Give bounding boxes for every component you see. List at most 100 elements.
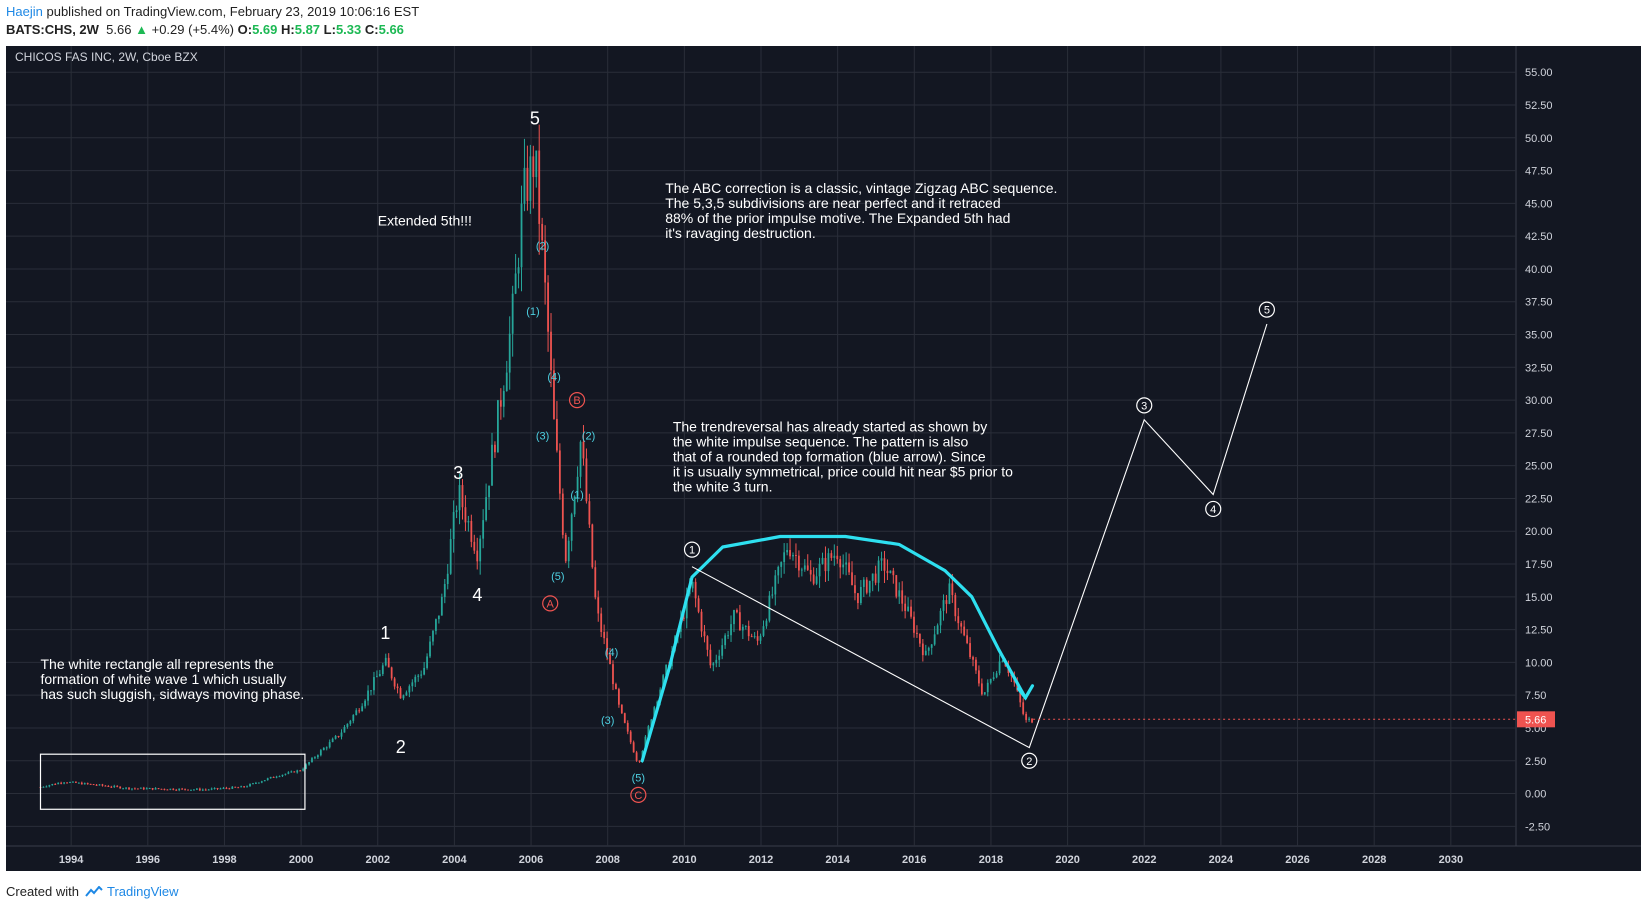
candle-body — [499, 400, 502, 407]
high-value: 5.87 — [294, 22, 321, 37]
y-tick-label: -2.50 — [1525, 821, 1550, 833]
candle-body — [1001, 660, 1004, 662]
candle-body — [134, 788, 136, 790]
candle-body — [815, 576, 818, 584]
candle-body — [139, 787, 142, 789]
candle-body — [774, 575, 777, 595]
x-tick-label: 2018 — [979, 854, 1003, 866]
candle-body — [337, 735, 340, 737]
candle-body — [526, 167, 529, 201]
candle-body — [479, 538, 482, 562]
created-with-label: Created with — [6, 884, 79, 899]
candle-body — [907, 606, 909, 611]
candle-body — [972, 657, 974, 660]
y-tick-label: 0.00 — [1525, 789, 1546, 801]
abc-correction-note-line: 88% of the prior impulse motive. The Exp… — [665, 210, 1010, 226]
candle-body — [452, 512, 455, 540]
candle-body — [207, 789, 210, 791]
candle-body — [107, 786, 110, 788]
candle-body — [535, 150, 538, 178]
candle-body — [346, 723, 349, 727]
candle-body — [334, 735, 337, 739]
candle-body — [623, 713, 626, 723]
subwave-5-mid: (5) — [551, 571, 564, 583]
close-label: C: — [364, 22, 379, 37]
candle-body — [343, 726, 346, 733]
candle-body — [871, 573, 874, 581]
candle-body — [299, 770, 302, 772]
candle-body — [865, 579, 868, 593]
low-label: L: — [323, 22, 336, 37]
candle-body — [316, 755, 319, 758]
candle-body — [901, 590, 904, 604]
candle-body — [266, 778, 269, 781]
candle-body — [464, 507, 467, 523]
chart-container[interactable]: 55.00 52.50 50.00 47.50 45.00 42.50 40.00 37.50… — [6, 46, 1641, 871]
candle-body — [520, 203, 523, 268]
candle-body — [145, 788, 148, 790]
candle-body — [184, 788, 186, 790]
candle-body — [198, 788, 201, 791]
candle-body — [685, 594, 688, 619]
candle-body — [998, 661, 1001, 674]
x-tick-label: 2012 — [749, 854, 773, 866]
candle-body — [252, 783, 254, 785]
candle-body — [992, 677, 995, 680]
rounded-top-arrow — [640, 534, 1027, 763]
candle-body — [384, 657, 387, 666]
y-tick-label: 32.50 — [1525, 362, 1553, 374]
author-link[interactable]: Haejin — [6, 4, 43, 19]
candle-body — [547, 282, 549, 332]
candle-body — [576, 476, 579, 497]
candle-body — [387, 657, 390, 668]
candle-body — [700, 611, 703, 632]
time-axis[interactable] — [6, 846, 1641, 871]
candle-body — [927, 647, 930, 651]
subwave-3-upper: (3) — [536, 430, 549, 442]
candle-body — [771, 594, 774, 596]
candle-body — [154, 788, 157, 790]
candle-body — [635, 752, 638, 761]
candle-body — [898, 590, 901, 597]
candle-body — [544, 240, 547, 283]
x-tick-label: 2014 — [825, 854, 850, 866]
candle-body — [638, 760, 641, 762]
candle-body — [795, 554, 797, 556]
candle-body — [839, 559, 842, 568]
candle-body — [845, 562, 848, 565]
candle-body — [201, 789, 204, 791]
circled-wave-4-circle — [1205, 500, 1222, 518]
candle-body — [402, 695, 405, 699]
candle-body — [417, 675, 420, 677]
candle-body — [296, 770, 299, 773]
candle-body — [319, 750, 322, 756]
candle-body — [225, 787, 228, 789]
candle-body — [470, 520, 473, 542]
candle-body — [190, 789, 192, 791]
trend-reversal-note-line: it is usually symmetrical, price could h… — [673, 464, 1013, 480]
candle-body — [461, 485, 464, 508]
candle-body — [851, 572, 853, 586]
open-label: O: — [237, 22, 253, 37]
wave-5-label: 5 — [530, 109, 540, 129]
candle-body — [77, 782, 80, 784]
candle-body — [975, 659, 977, 671]
candle-body — [1028, 718, 1030, 720]
candle-body — [886, 570, 889, 574]
candle-body — [848, 562, 850, 573]
candle-body — [502, 391, 505, 407]
candle-body — [921, 643, 924, 656]
x-tick-label: 2004 — [442, 854, 467, 866]
y-tick-label: 42.50 — [1525, 231, 1553, 243]
candle-body — [703, 631, 706, 637]
candle-body — [98, 784, 101, 786]
tradingview-link[interactable]: TradingView — [107, 884, 179, 899]
ohlc-line: BATS:CHS, 2W 5.66 ▲ +0.29 (+5.4%) O:5.69… — [6, 22, 404, 37]
price-chart[interactable]: 55.0052.5050.0047.5045.0042.5040.0037.50… — [6, 46, 1641, 871]
candle-body — [473, 541, 476, 551]
candle-body — [440, 596, 443, 616]
candle-body — [918, 633, 921, 644]
wave-2-label: 2 — [396, 737, 406, 757]
candle-body — [423, 667, 426, 675]
candle-body — [682, 617, 685, 619]
